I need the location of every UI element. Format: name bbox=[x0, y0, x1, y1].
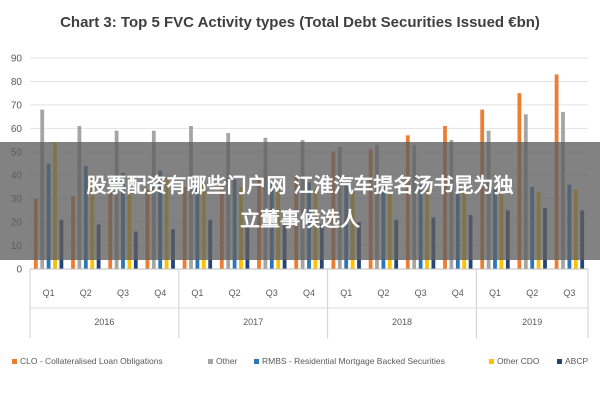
y-tick-label: 60 bbox=[11, 124, 23, 135]
x-tick-label: Q3 bbox=[117, 288, 129, 298]
legend-label: CLO - Collateralised Loan Obligations bbox=[20, 356, 163, 366]
legend-swatch bbox=[254, 359, 259, 364]
x-tick-label: Q3 bbox=[563, 288, 575, 298]
x-tick-label: Q4 bbox=[452, 288, 464, 298]
legend-swatch bbox=[489, 359, 494, 364]
overlay-line-2: 立董事候选人 bbox=[240, 207, 360, 231]
headline-overlay[interactable]: 股票配资有哪些门户网 江淮汽车提名汤书昆为独 立董事候选人 bbox=[0, 142, 600, 260]
x-tick-label: Q4 bbox=[303, 288, 315, 298]
x-group-label: 2019 bbox=[522, 317, 542, 327]
y-tick-label: 0 bbox=[16, 265, 22, 276]
x-tick-label: Q3 bbox=[266, 288, 278, 298]
x-tick-label: Q3 bbox=[415, 288, 427, 298]
x-tick-label: Q2 bbox=[377, 288, 389, 298]
y-tick-label: 90 bbox=[11, 54, 23, 65]
x-tick-label: Q2 bbox=[80, 288, 92, 298]
legend-label: RMBS - Residential Mortgage Backed Secur… bbox=[262, 356, 445, 366]
legend-swatch bbox=[557, 359, 562, 364]
legend-swatch bbox=[12, 359, 17, 364]
legend: CLO - Collateralised Loan Obligations Oth… bbox=[12, 356, 588, 366]
legend-label: Other CDO bbox=[497, 356, 540, 366]
x-axis: Q1 Q2 Q3 Q4 Q1 Q2 Q3 Q4 Q1 Q2 Q3 Q4 Q1 Q2 Q3 2016 2017 20… bbox=[29, 268, 589, 338]
legend-label: ABCP bbox=[565, 356, 588, 366]
legend-label: Other bbox=[216, 356, 237, 366]
overlay-text: 股票配资有哪些门户网 江淮汽车提名汤书昆为独 立董事候选人 bbox=[0, 168, 600, 236]
x-tick-label: Q1 bbox=[191, 288, 203, 298]
x-group-label: 2016 bbox=[94, 317, 114, 327]
x-tick-label: Q4 bbox=[154, 288, 166, 298]
x-group-label: 2017 bbox=[243, 317, 263, 327]
overlay-line-1: 股票配资有哪些门户网 江淮汽车提名汤书昆为独 bbox=[86, 173, 514, 197]
y-tick-label: 70 bbox=[11, 100, 23, 111]
chart-title: Chart 3: Top 5 FVC Activity types (Total… bbox=[60, 14, 540, 31]
y-tick-label: 80 bbox=[11, 77, 23, 88]
x-tick-label: Q1 bbox=[43, 288, 55, 298]
x-tick-label: Q1 bbox=[489, 288, 501, 298]
legend-swatch bbox=[208, 359, 213, 364]
x-tick-label: Q2 bbox=[229, 288, 241, 298]
x-tick-label: Q2 bbox=[526, 288, 538, 298]
x-tick-label: Q1 bbox=[340, 288, 352, 298]
x-group-label: 2018 bbox=[392, 317, 412, 327]
